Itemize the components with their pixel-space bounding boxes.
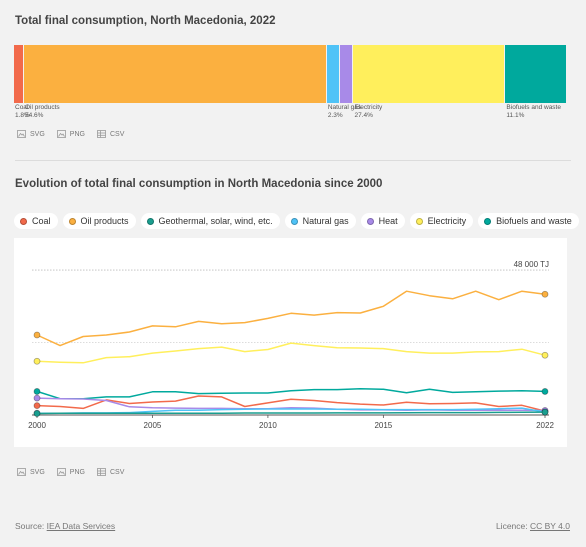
export-label: SVG (30, 130, 45, 138)
series-line-oil-products (36, 290, 546, 347)
export-bar-1: SVG PNG CSV (17, 130, 124, 138)
bar-segment-biofuels-and-waste[interactable] (505, 45, 566, 103)
line-chart-title: Evolution of total final consumption in … (15, 178, 383, 190)
source-note: Source: IEA Data Services (15, 521, 115, 531)
line-chart: 48 000 TJ 2000 2005 2010 2015 2022 (28, 260, 554, 430)
image-icon (56, 468, 66, 476)
source-link[interactable]: IEA Data Services (46, 521, 116, 531)
stacked-bar-labels: Coal 1.8% Oil products 54.6% Natural gas 2.3%… (0, 104, 586, 124)
bar-segment-label: Electricity 27.4% (354, 104, 382, 119)
legend-label: Electricity (427, 216, 467, 226)
bar-segment-oil-products[interactable] (23, 45, 326, 103)
series-line-coal (36, 395, 546, 412)
export-png-button[interactable]: PNG (56, 130, 85, 138)
x-tick-label: 2000 (28, 421, 46, 430)
x-tick-label: 2022 (536, 421, 554, 430)
series-end-point-biofuels-and-waste (541, 388, 549, 395)
segment-name: Electricity (354, 104, 383, 111)
segment-share: 2.3% (327, 111, 343, 119)
x-tick-label: 2015 (374, 421, 392, 430)
legend-item-coal[interactable]: Coal (14, 213, 58, 229)
bar-segment-label: Oil products 54.6% (25, 104, 60, 119)
export-png-button[interactable]: PNG (56, 468, 85, 476)
series-start-point-electricity (33, 357, 41, 365)
table-icon (97, 468, 106, 476)
source-prefix: Source: (15, 521, 47, 531)
gridline-label: 48 000 TJ (514, 260, 549, 269)
export-label: CSV (109, 130, 125, 138)
legend-dot-icon (290, 217, 298, 225)
export-csv-button[interactable]: CSV (97, 468, 124, 476)
legend-label: Natural gas (302, 216, 349, 226)
segment-name: Coal (15, 104, 29, 111)
license-note: Licence: CC BY 4.0 (496, 521, 570, 531)
segment-name: Biofuels and waste (506, 104, 561, 111)
segment-share: 11.1% (506, 111, 525, 119)
series-end-point-electricity (541, 351, 549, 359)
legend-label: Oil products (80, 216, 129, 226)
license-link[interactable]: CC BY 4.0 (529, 521, 570, 531)
bar-segment-electricity[interactable] (353, 45, 505, 103)
legend-item-oil-products[interactable]: Oil products (62, 213, 136, 229)
series-start-point-heat (33, 394, 41, 402)
bar-chart-title: Total final consumption, North Macedonia… (15, 15, 276, 27)
legend-label: Coal (32, 216, 51, 226)
legend-label: Heat (378, 216, 398, 226)
legend-dot-icon (484, 217, 492, 225)
line-chart-legend: Coal Oil products Geothermal, solar, wind,… (14, 213, 579, 229)
series-line-geothermal-solar-wind-etc (36, 411, 546, 415)
x-tick-label: 2005 (144, 421, 162, 430)
series-start-point-biofuels-and-waste (33, 388, 41, 395)
segment-share: 54.6% (24, 111, 44, 119)
legend-label: Biofuels and waste (496, 216, 572, 226)
series-end-point-geothermal-solar-wind-etc (541, 408, 549, 416)
export-label: SVG (30, 468, 45, 476)
series-line-biofuels-and-waste (36, 387, 546, 400)
legend-item-natural-gas[interactable]: Natural gas (284, 213, 356, 229)
export-label: CSV (109, 468, 125, 476)
x-tick-label: 2010 (259, 421, 277, 430)
export-label: PNG (69, 468, 85, 476)
legend-item-geothermal-solar-wind-etc[interactable]: Geothermal, solar, wind, etc. (140, 213, 280, 229)
legend-label: Geothermal, solar, wind, etc. (158, 216, 273, 226)
legend-dot-icon (366, 217, 374, 225)
segment-share: 1.8% (15, 111, 30, 119)
series-line-electricity (36, 342, 546, 364)
bar-segment-label: Natural gas 2.3% (328, 104, 361, 119)
table-icon (97, 130, 106, 138)
license-prefix: Licence: (495, 521, 530, 531)
export-svg-button[interactable]: SVG (17, 468, 45, 476)
segment-name: Natural gas (327, 104, 362, 111)
line-chart-panel: 48 000 TJ 2000 2005 2010 2015 2022 (14, 238, 567, 447)
bar-segment-label: Biofuels and waste 11.1% (506, 104, 561, 119)
legend-dot-icon (20, 217, 27, 225)
series-start-point-coal (33, 402, 41, 410)
bar-segment-label: Coal 1.8% (15, 104, 30, 119)
export-label: PNG (69, 130, 85, 138)
bar-segment-coal[interactable] (14, 45, 23, 103)
export-svg-button[interactable]: SVG (17, 130, 45, 138)
legend-item-electricity[interactable]: Electricity (409, 213, 474, 229)
export-csv-button[interactable]: CSV (97, 130, 124, 138)
legend-dot-icon (146, 217, 154, 225)
legend-item-heat[interactable]: Heat (360, 213, 405, 229)
stacked-bar-chart (14, 45, 567, 103)
bar-segment-heat[interactable] (339, 45, 353, 103)
legend-dot-icon (68, 217, 76, 225)
image-icon (17, 468, 26, 476)
image-icon (56, 130, 66, 138)
legend-item-biofuels-and-waste[interactable]: Biofuels and waste (478, 213, 579, 229)
series-end-point-oil-products (541, 290, 549, 298)
series-start-point-oil-products (33, 331, 41, 339)
export-bar-2: SVG PNG CSV (17, 468, 124, 476)
legend-dot-icon (415, 217, 423, 225)
segment-share: 27.4% (354, 111, 373, 119)
image-icon (17, 130, 26, 138)
section-divider (15, 160, 571, 161)
bar-segment-natural-gas[interactable] (326, 45, 339, 103)
segment-name: Oil products (24, 104, 60, 111)
series-start-point-geothermal-solar-wind-etc (33, 410, 41, 417)
